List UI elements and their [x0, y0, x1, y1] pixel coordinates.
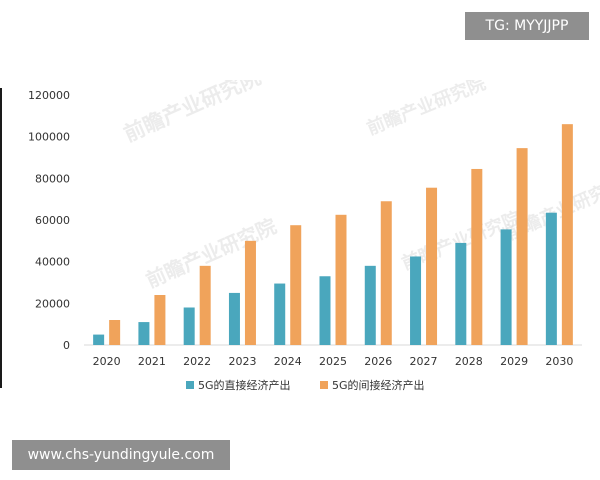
legend-swatch-1 [320, 381, 328, 389]
bar-1-0 [109, 320, 121, 345]
x-tick-label-2: 2022 [183, 355, 211, 368]
bar-1-8 [471, 168, 483, 345]
bar-0-4 [274, 283, 286, 345]
legend-label-0: 5G的直接经济产出 [198, 378, 291, 392]
bar-0-9 [500, 229, 512, 345]
bar-0-7 [410, 256, 422, 345]
x-tick-label-10: 2030 [545, 355, 573, 368]
y-tick-label-1: 20000 [35, 297, 70, 310]
bar-0-5 [319, 276, 331, 345]
website-label: www.chs-yundingyule.com [12, 440, 230, 470]
bar-0-0 [93, 334, 105, 345]
bar-1-9 [516, 148, 528, 345]
bar-0-3 [228, 292, 240, 345]
x-tick-label-6: 2026 [364, 355, 392, 368]
bar-1-3 [244, 240, 256, 345]
bar-1-5 [335, 214, 347, 345]
labels-layer: 2020 2021 2022 2023 2024 2025 2026 2027 2028 2029… [93, 355, 574, 368]
bar-0-8 [455, 242, 467, 345]
axis-layer: 0 20000 40000 60000 80000 100000 120000 [28, 89, 582, 352]
x-tick-label-0: 2020 [93, 355, 121, 368]
y-tick-label-5: 100000 [28, 131, 70, 144]
tg-label: TG: MYYJJPP [465, 12, 589, 40]
legend-label-1: 5G的间接经济产出 [332, 378, 425, 392]
x-tick-label-5: 2025 [319, 355, 347, 368]
x-tick-label-3: 2023 [228, 355, 256, 368]
y-tick-label-3: 60000 [35, 214, 70, 227]
y-tick-label-4: 80000 [35, 172, 70, 185]
bar-1-2 [199, 265, 211, 345]
bar-0-1 [138, 322, 150, 345]
bar-0-6 [364, 265, 376, 345]
bar-1-6 [380, 201, 392, 345]
left-edge-line [0, 88, 2, 388]
bar-1-10 [561, 124, 573, 345]
chart-frame: 前瞻产业研究院 前瞻产业研究院 前瞻产业研究院 前瞻产业研究院 前瞻产业研究院 0 200… [0, 80, 600, 400]
x-tick-label-4: 2024 [274, 355, 302, 368]
watermark-1: 前瞻产业研究院 [364, 80, 489, 140]
y-tick-label-6: 120000 [28, 89, 70, 102]
bar-0-10 [545, 212, 557, 345]
bar-1-4 [290, 225, 302, 345]
bar-0-2 [183, 307, 195, 345]
x-tick-label-1: 2021 [138, 355, 166, 368]
legend-layer: 5G的直接经济产出 5G的间接经济产出 [186, 378, 425, 392]
bars-layer [93, 124, 573, 345]
x-tick-label-7: 2027 [410, 355, 438, 368]
x-tick-label-9: 2029 [500, 355, 528, 368]
legend-swatch-0 [186, 381, 194, 389]
bar-1-7 [426, 187, 438, 345]
x-tick-label-8: 2028 [455, 355, 483, 368]
watermark-2: 前瞻产业研究院 [142, 214, 280, 293]
watermark-0: 前瞻产业研究院 [120, 80, 264, 147]
y-tick-label-2: 40000 [35, 256, 70, 269]
y-tick-label-0: 0 [63, 339, 70, 352]
bar-1-1 [154, 295, 166, 345]
